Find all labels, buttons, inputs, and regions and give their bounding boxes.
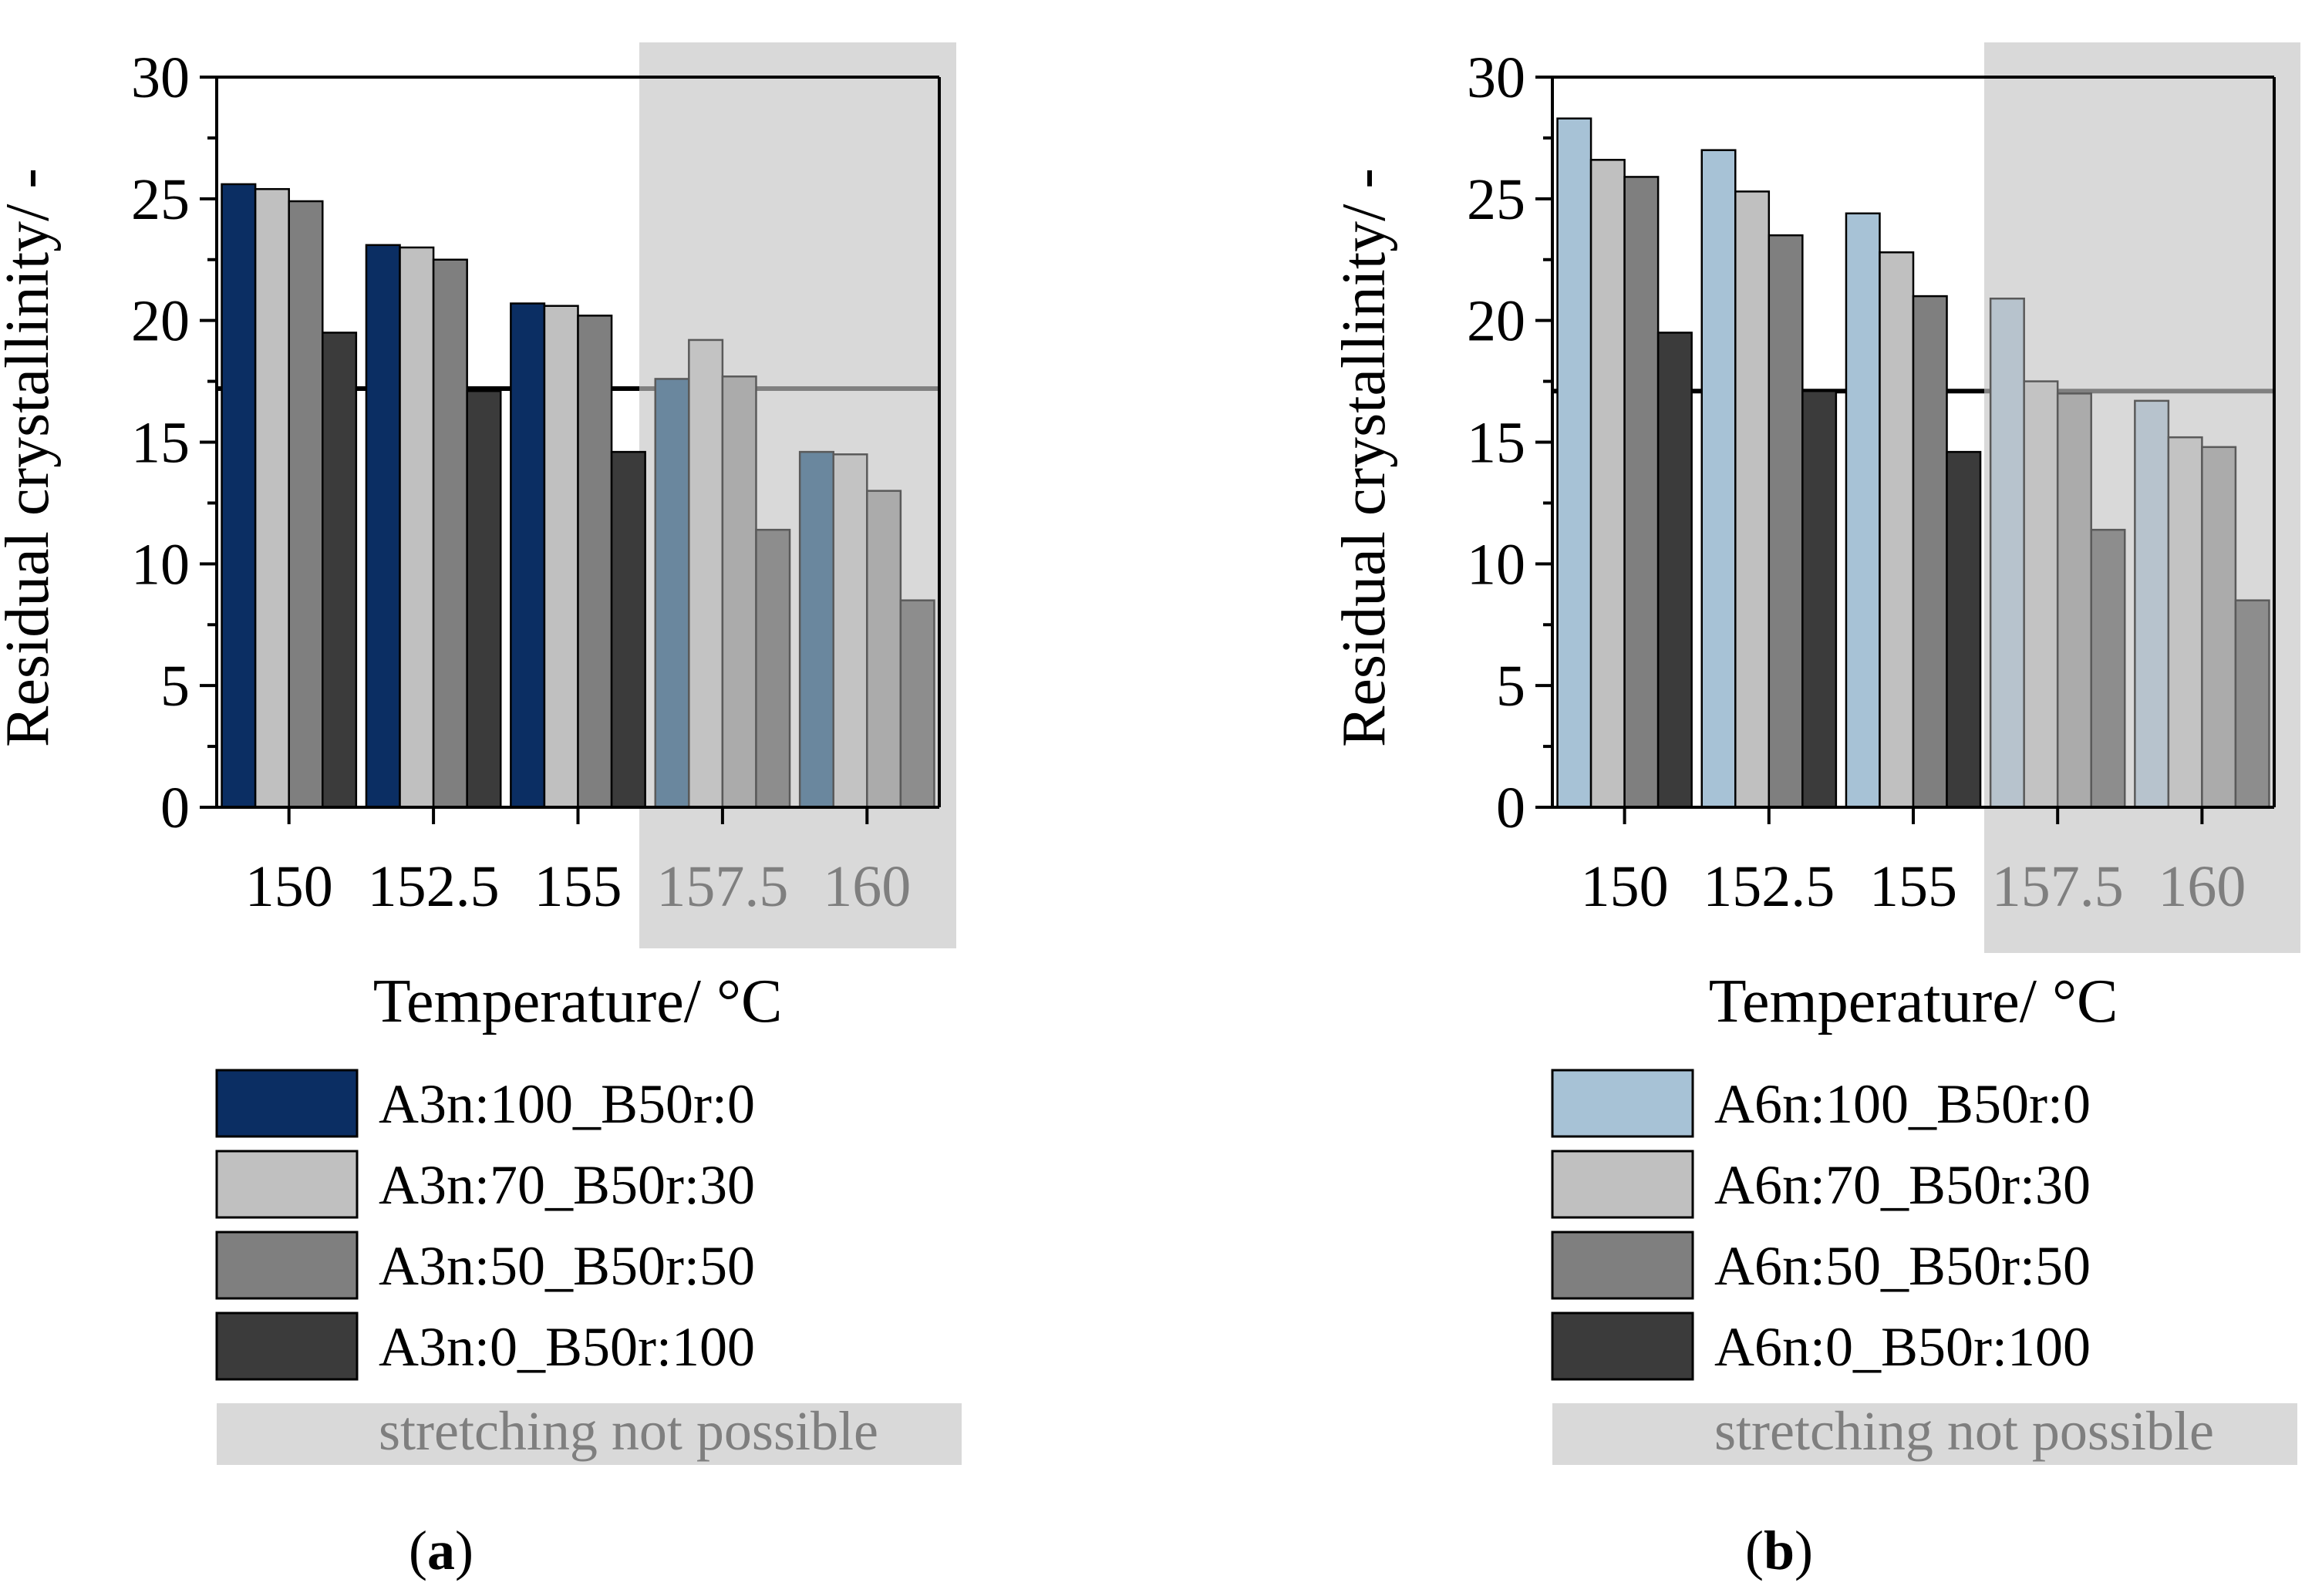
legend-swatch bbox=[215, 1150, 359, 1219]
bar bbox=[899, 599, 935, 809]
x-tick-label: 155 bbox=[1869, 854, 1957, 919]
bar bbox=[365, 244, 401, 809]
legend-swatch bbox=[1551, 1069, 1694, 1138]
bar bbox=[2134, 399, 2170, 809]
x-tick-label: 160 bbox=[823, 854, 911, 919]
y-tick-label: 0 bbox=[160, 776, 190, 840]
legend-label: A6n:50_B50r:50 bbox=[1714, 1235, 2091, 1297]
chart-panel-b: 0 5 10 15 20 25 30 150 152.5 155 157.5 160 Residual … bbox=[1330, 42, 2300, 1581]
bar bbox=[1912, 295, 1948, 809]
y-tick-label: 25 bbox=[131, 167, 190, 232]
legend-label: A3n:100_B50r:0 bbox=[379, 1073, 755, 1135]
legend-label: A6n:0_B50r:100 bbox=[1714, 1316, 2091, 1378]
bar bbox=[2167, 436, 2203, 809]
bar bbox=[1700, 149, 1737, 809]
bar bbox=[610, 450, 646, 809]
y-tick-label: 15 bbox=[1467, 411, 1525, 476]
legend-swatch bbox=[215, 1069, 359, 1138]
bar bbox=[288, 200, 324, 809]
bar bbox=[654, 378, 690, 809]
y-tick-label: 10 bbox=[131, 532, 190, 597]
panel-label-letter: a bbox=[427, 1520, 455, 1581]
bar bbox=[577, 315, 613, 809]
legend-shaded-label: stretching not possible bbox=[379, 1400, 878, 1462]
y-tick-label: 30 bbox=[131, 45, 190, 110]
bar bbox=[399, 246, 435, 809]
bar bbox=[466, 389, 502, 809]
bar bbox=[2056, 392, 2092, 809]
bar bbox=[2090, 528, 2126, 809]
y-tick-label: 25 bbox=[1467, 167, 1525, 232]
y-tick-label: 5 bbox=[160, 654, 190, 719]
x-tick-label: 150 bbox=[245, 854, 333, 919]
bar bbox=[1801, 389, 1838, 809]
legend-swatch bbox=[1551, 1311, 1694, 1381]
legend-swatch bbox=[1551, 1150, 1694, 1219]
legend-label: A6n:70_B50r:30 bbox=[1714, 1154, 2091, 1216]
bar bbox=[1768, 234, 1804, 809]
bar bbox=[510, 302, 546, 809]
bar bbox=[1989, 298, 2025, 809]
bar bbox=[866, 490, 902, 809]
bar bbox=[322, 332, 358, 809]
bar bbox=[1656, 332, 1693, 809]
panel-label: (a) bbox=[409, 1520, 473, 1581]
legend-swatch bbox=[1551, 1231, 1694, 1300]
y-tick-label: 20 bbox=[131, 289, 190, 354]
bar bbox=[1623, 176, 1660, 809]
bar bbox=[254, 187, 290, 809]
chart-panel-a: 0 5 10 15 20 25 30 150 152.5 155 157.5 160 Residual … bbox=[0, 42, 962, 1581]
y-tick-label: 5 bbox=[1496, 654, 1525, 719]
bar bbox=[1845, 212, 1881, 809]
x-tick-label: 155 bbox=[534, 854, 622, 919]
panel-label: (b) bbox=[1745, 1520, 1813, 1581]
legend-shaded-swatch bbox=[1552, 1403, 2297, 1465]
legend-label: A3n:0_B50r:100 bbox=[379, 1316, 755, 1378]
legend-swatch bbox=[215, 1311, 359, 1381]
x-tick-label: 157.5 bbox=[1992, 854, 2124, 919]
bar bbox=[432, 258, 468, 809]
x-tick-label: 152.5 bbox=[368, 854, 500, 919]
panel-label-close: ) bbox=[1795, 1520, 1813, 1581]
x-tick-label: 150 bbox=[1581, 854, 1669, 919]
panel-label-close: ) bbox=[455, 1520, 473, 1581]
x-tick-label: 160 bbox=[2158, 854, 2246, 919]
bar bbox=[832, 453, 868, 809]
bar bbox=[543, 305, 579, 809]
y-tick-label: 15 bbox=[131, 411, 190, 476]
legend-label: A3n:70_B50r:30 bbox=[379, 1154, 755, 1216]
bar bbox=[755, 528, 791, 809]
bar bbox=[1556, 117, 1592, 809]
bar bbox=[221, 183, 257, 809]
legend-label: A3n:50_B50r:50 bbox=[379, 1235, 755, 1297]
panel-label-open: ( bbox=[1745, 1520, 1764, 1581]
bar bbox=[721, 375, 757, 809]
panel-label-letter: b bbox=[1764, 1520, 1795, 1581]
y-axis-title: Residual crystallinity/ - bbox=[0, 168, 62, 747]
bar bbox=[688, 338, 724, 809]
legend-shaded-swatch bbox=[217, 1403, 962, 1465]
y-tick-label: 30 bbox=[1467, 45, 1525, 110]
legend-shaded-label: stretching not possible bbox=[1714, 1400, 2214, 1462]
y-tick-label: 0 bbox=[1496, 776, 1525, 840]
bar bbox=[1589, 159, 1626, 809]
y-tick-label: 10 bbox=[1467, 532, 1525, 597]
x-tick-label: 152.5 bbox=[1703, 854, 1835, 919]
bar bbox=[2234, 599, 2270, 809]
y-tick-label: 20 bbox=[1467, 289, 1525, 354]
bar bbox=[1734, 190, 1771, 809]
bar bbox=[798, 450, 834, 809]
bar bbox=[2023, 380, 2059, 809]
y-axis-title: Residual crystallinity/ - bbox=[1330, 168, 1398, 747]
x-tick-label: 157.5 bbox=[656, 854, 788, 919]
bar bbox=[1946, 450, 1982, 809]
x-axis-title: Temperature/ °C bbox=[1709, 968, 2118, 1035]
legend-label: A6n:100_B50r:0 bbox=[1714, 1073, 2091, 1135]
legend-swatch bbox=[215, 1231, 359, 1300]
x-axis-title: Temperature/ °C bbox=[373, 968, 783, 1035]
panel-label-open: ( bbox=[409, 1520, 427, 1581]
bar bbox=[2201, 446, 2237, 809]
bar bbox=[1879, 251, 1915, 809]
